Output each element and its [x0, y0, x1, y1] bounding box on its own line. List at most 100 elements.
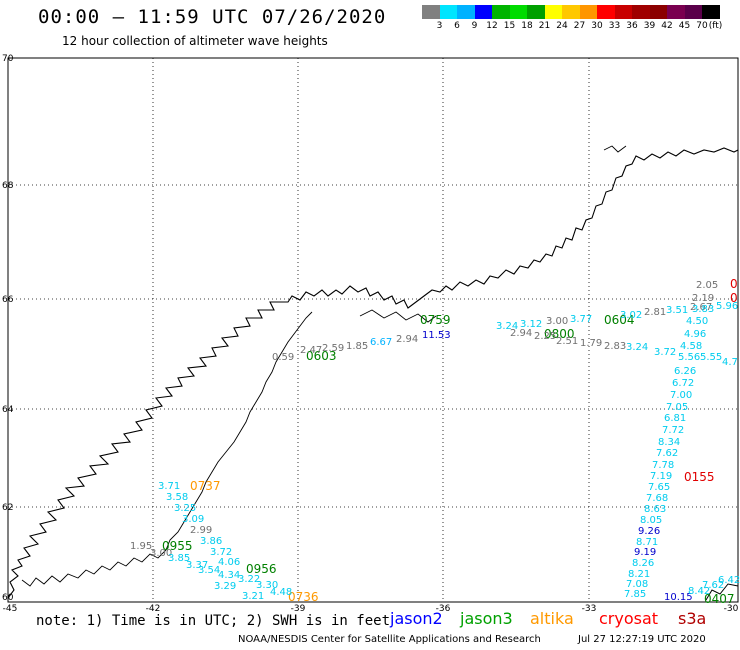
wave-value: 5.55	[700, 352, 722, 363]
wave-value: 4.7	[722, 357, 738, 368]
wave-value: 6.72	[672, 378, 694, 389]
wave-value: 3.37	[186, 560, 208, 571]
time-label: 0604	[604, 313, 635, 327]
color-legend	[422, 5, 720, 19]
wave-value: 2.67	[690, 302, 712, 313]
satellite-jason3: jason3	[460, 609, 513, 628]
wave-value: 2.59	[322, 343, 344, 354]
generated-timestamp: Jul 27 12:27:19 UTC 2020	[578, 634, 706, 645]
lon-labels: -45 -42 -39 -36 -33 -30	[3, 604, 739, 614]
legend-label: 45	[678, 21, 691, 31]
legend-swatch	[527, 5, 545, 19]
wave-value: 3.83	[692, 304, 714, 315]
legend-label: 15	[503, 21, 516, 31]
legend-swatch	[562, 5, 580, 19]
footer-note: note: 1) Time is in UTC; 2) SWH is in fe…	[36, 613, 391, 629]
page-title: 00:00 – 11:59 UTC 07/26/2020	[38, 6, 387, 28]
wave-value: 3.12	[520, 319, 542, 330]
wave-value: 4.34	[218, 570, 240, 581]
wave-value: 3.00	[546, 316, 568, 327]
legend-label: 27	[573, 21, 586, 31]
legend-swatch	[422, 5, 440, 19]
wave-height-labels: 0.59 2.47 2.59 1.85 6.67 2.94 11.53 2.94…	[130, 280, 740, 603]
wave-value: 11.53	[422, 330, 451, 341]
wave-value: 3.86	[200, 536, 222, 547]
lat-tick: 68	[2, 181, 14, 191]
wave-value: 4.50	[686, 316, 708, 327]
wave-value: 3.51	[666, 305, 688, 316]
time-label: 0955	[162, 539, 193, 553]
lat-tick: 66	[2, 295, 14, 305]
legend-label: 6	[454, 21, 460, 31]
wave-value: 2.19	[692, 293, 714, 304]
legend-label: 3	[436, 21, 443, 31]
lat-labels: 70 68 66 64 62 60	[2, 54, 14, 603]
lat-tick: 70	[2, 54, 14, 64]
wave-value: 2.47	[300, 345, 322, 356]
wave-value: 8.21	[628, 569, 650, 580]
wave-value: 3.00	[150, 548, 172, 559]
lon-tick: -36	[436, 604, 451, 614]
wave-value: 3.24	[496, 321, 518, 332]
wave-value: 2.81	[644, 307, 666, 318]
wave-value: 7.68	[646, 493, 668, 504]
legend-swatch	[632, 5, 650, 19]
time-label: 0737	[190, 479, 221, 493]
wave-value: 1.95	[130, 541, 152, 552]
lat-tick: 64	[2, 405, 14, 415]
time-label: 0800	[544, 327, 575, 341]
wave-value: 2.83	[604, 341, 626, 352]
wave-value: 7.62	[702, 580, 724, 591]
wave-value: 7.78	[652, 460, 674, 471]
wave-value: 1.85	[346, 341, 368, 352]
wave-value: 8.63	[644, 504, 666, 515]
wave-value: 3.30	[256, 580, 278, 591]
wave-value: 8.05	[640, 515, 662, 526]
wave-value: 6.42	[718, 575, 740, 586]
wave-value: 2.25	[534, 331, 556, 342]
map-frame	[7, 57, 739, 603]
legend-label: 9	[471, 21, 478, 31]
wave-value: 3.77	[570, 314, 592, 325]
legend-label: (ft)	[708, 21, 723, 31]
wave-value: 6.26	[674, 366, 696, 377]
wave-value: 7.72	[662, 425, 684, 436]
wave-value: 0.59	[272, 352, 294, 363]
legend-label: 33	[608, 21, 621, 31]
legend-swatch	[439, 5, 457, 19]
legend-swatch	[579, 5, 597, 19]
legend-label: 42	[661, 21, 673, 31]
legend-label: 36	[626, 21, 638, 31]
wave-value: 6.67	[370, 337, 392, 348]
wave-value: 3.24	[626, 342, 648, 353]
legend-swatch	[509, 5, 527, 19]
legend-label: 30	[591, 21, 603, 31]
wave-value: 1.79	[580, 338, 602, 349]
wave-value: 3.85	[168, 553, 190, 564]
time-label: 0736	[288, 590, 319, 604]
pass-time-labels: 0603 0759 0800 0604 0737 0955 0956 0736 …	[162, 277, 738, 606]
legend-label: 39	[643, 21, 656, 31]
legend-swatch	[474, 5, 492, 19]
wave-value: 7.62	[656, 448, 678, 459]
legend-swatch	[702, 5, 720, 19]
wave-value: 4.06	[218, 557, 240, 568]
wave-value: 3.21	[242, 591, 264, 602]
legend-label: 24	[556, 21, 568, 31]
wave-value: 3.02	[620, 310, 642, 321]
coastline	[7, 147, 739, 599]
lon-tick: -30	[724, 604, 739, 614]
wave-value: 7.05	[666, 402, 688, 413]
wave-value: 4.96	[684, 329, 706, 340]
wave-value: 4.58	[680, 341, 702, 352]
graticule	[8, 58, 738, 602]
wave-value: 7.19	[650, 471, 672, 482]
lon-tick: -39	[291, 604, 306, 614]
wave-value: 10.15	[664, 592, 693, 603]
legend-swatch	[684, 5, 702, 19]
legend-swatch	[544, 5, 562, 19]
wave-value: 5.96	[716, 301, 738, 312]
time-label: 0759	[420, 313, 451, 327]
wave-value: 9.19	[634, 547, 656, 558]
wave-value: 3.29	[214, 581, 236, 592]
